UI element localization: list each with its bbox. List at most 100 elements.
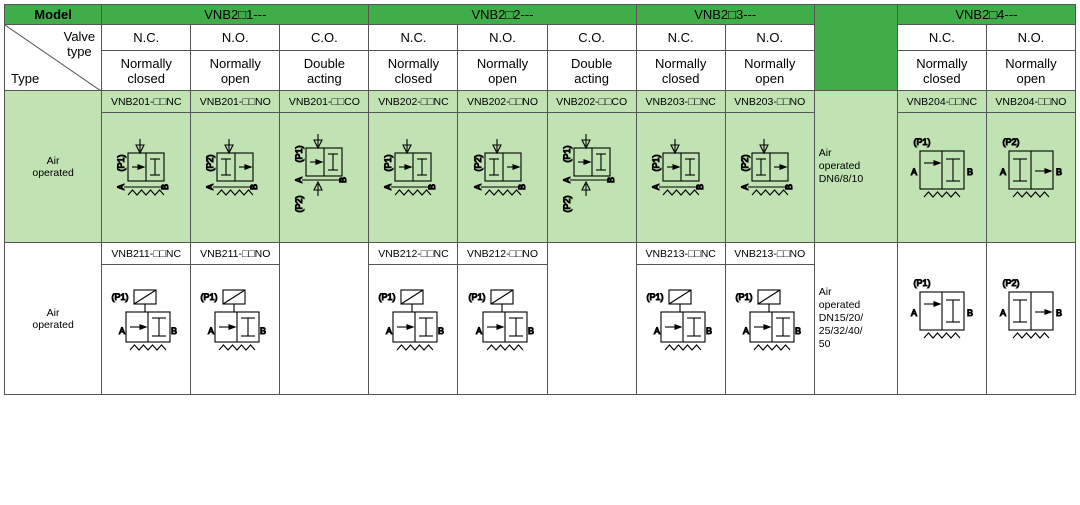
code: N.O. [725,25,814,51]
desc: Normallyclosed [102,51,191,91]
code: N.O. [191,25,280,51]
svg-text:(P2): (P2) [740,154,750,171]
sym-pilot: (P1) A B [725,265,814,395]
svg-text:A: A [743,326,749,336]
svg-text:B: B [160,183,170,189]
group-vnb22: VNB2□2--- [369,5,636,25]
partno: VNB202-□□NO [458,91,547,113]
svg-text:B: B [606,176,616,182]
partno: VNB204-□□NO [986,91,1075,113]
svg-text:(P1): (P1) [201,292,218,302]
svg-text:(P2): (P2) [205,154,215,171]
svg-text:A: A [383,183,393,189]
svg-text:(P1): (P1) [112,292,129,302]
header-row-model: Model VNB2□1--- VNB2□2--- VNB2□3--- VNB2… [5,5,1076,25]
svg-text:B: B [338,176,348,182]
svg-text:B: B [260,326,266,336]
sym-no-big: (P2)AB [986,243,1075,395]
svg-text:B: B [967,308,973,318]
svg-text:(P1): (P1) [651,154,661,171]
desc: Normallyopen [725,51,814,91]
svg-text:B: B [784,183,794,189]
svg-text:B: B [967,167,973,177]
svg-text:A: A [562,176,572,182]
svg-text:B: B [795,326,801,336]
svg-text:A: A [740,183,750,189]
row1-note: AiroperatedDN6/8/10 [814,91,897,243]
group-vnb24: VNB2□4--- [897,5,1075,25]
sym-nc: (P1) A B [102,113,191,243]
svg-text:(P1): (P1) [116,154,126,171]
svg-text:A: A [1000,167,1006,177]
partno: VNB203-□□NO [725,91,814,113]
partno: VNB201-□□CO [280,91,369,113]
svg-text:B: B [528,326,534,336]
code: C.O. [547,25,636,51]
valve-spec-table: Model VNB2□1--- VNB2□2--- VNB2□3--- VNB2… [4,4,1076,395]
svg-text:(P1): (P1) [735,292,752,302]
svg-text:(P1): (P1) [913,137,930,147]
svg-text:(P1): (P1) [562,145,572,162]
desc: Normallyopen [986,51,1075,91]
sym-pilot: (P1) A B [191,265,280,395]
code: N.C. [636,25,725,51]
code: N.O. [458,25,547,51]
svg-text:A: A [1000,308,1006,318]
svg-text:A: A [911,308,917,318]
partno: VNB211-□□NO [191,243,280,265]
sym-nc: (P1) A B [369,113,458,243]
partno: VNB201-□□NC [102,91,191,113]
sym-no-big: (P2) A B [986,113,1075,243]
partno: VNB212-□□NO [458,243,547,265]
svg-text:B: B [1056,167,1062,177]
group-gap [814,5,897,91]
svg-text:(P2): (P2) [1002,137,1019,147]
partno: VNB202-□□NC [369,91,458,113]
svg-text:B: B [427,183,437,189]
desc: Doubleacting [547,51,636,91]
code: N.C. [369,25,458,51]
sym-pilot: (P1)AB [458,265,547,395]
sym-no: (P2)AB [458,113,547,243]
svg-text:(P2): (P2) [562,195,572,212]
header-row-desc: Normallyclosed Normallyopen Doubleacting… [5,51,1076,91]
svg-text:A: A [473,183,483,189]
svg-text:A: A [294,176,304,182]
sym-co: (P1)AB(P2) [280,113,369,243]
code: N.C. [897,25,986,51]
partno: VNB213-□□NC [636,243,725,265]
code: N.C. [102,25,191,51]
model-label: Model [5,5,102,25]
svg-text:A: A [208,326,214,336]
svg-text:(P1): (P1) [379,292,396,302]
svg-text:B: B [438,326,444,336]
group-vnb23: VNB2□3--- [636,5,814,25]
svg-text:B: B [1056,308,1062,318]
partno: VNB211-□□NC [102,243,191,265]
svg-text:(P1): (P1) [294,145,304,162]
row1-symbols: (P1) A B (P2) A B (P1) A B (P2) (P1) A B (P2) A B (… [5,113,1076,243]
desc: Normallyclosed [369,51,458,91]
diag-top: Valvetype [64,29,96,59]
svg-text:A: A [386,326,392,336]
sym-no: (P2) A B [725,113,814,243]
partno: VNB204-□□NC [897,91,986,113]
empty [280,243,369,395]
partno: VNB212-□□NC [369,243,458,265]
row2-label: Airoperated [5,243,102,395]
code: C.O. [280,25,369,51]
svg-text:(P1): (P1) [468,292,485,302]
sym-pilot: (P1)AB [102,265,191,395]
partno: VNB201-□□NO [191,91,280,113]
svg-text:A: A [116,183,126,189]
svg-text:(P2): (P2) [473,154,483,171]
row2-note: AiroperatedDN15/20/25/32/40/50 [814,243,897,395]
desc: Normallyopen [191,51,280,91]
group-vnb21: VNB2□1--- [102,5,369,25]
svg-text:(P1): (P1) [383,154,393,171]
svg-text:B: B [249,183,259,189]
desc: Normallyclosed [897,51,986,91]
partno: VNB213-□□NO [725,243,814,265]
sym-nc-big: (P1)AB [897,113,986,243]
svg-text:A: A [205,183,215,189]
